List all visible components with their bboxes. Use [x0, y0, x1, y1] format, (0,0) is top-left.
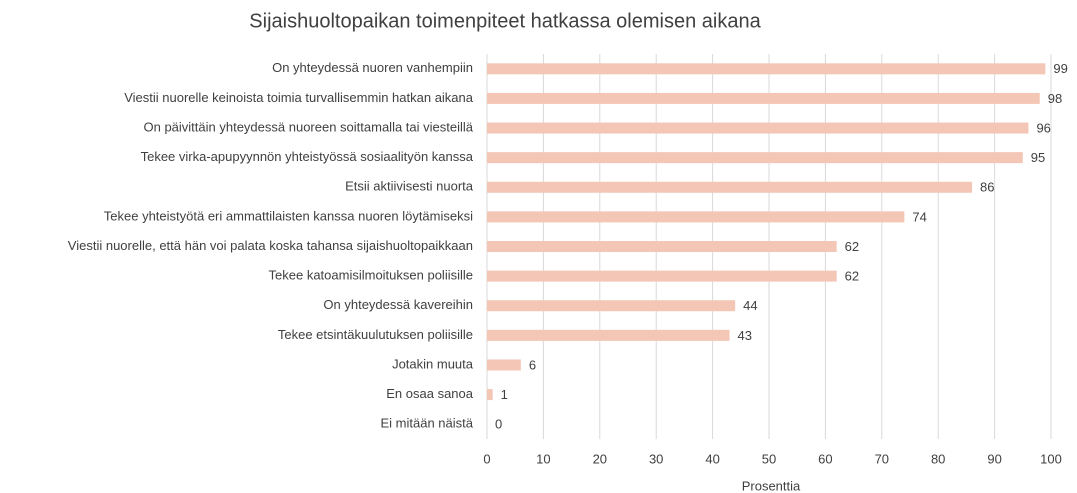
x-tick-label: 70	[875, 451, 889, 466]
data-label: 43	[738, 328, 752, 343]
x-axis-title: Prosenttia	[742, 478, 801, 493]
data-label: 0	[495, 417, 502, 432]
bar	[487, 241, 837, 252]
y-tick-label: Etsii aktiivisesti nuorta	[345, 179, 474, 194]
bar	[487, 329, 730, 341]
bar	[487, 389, 493, 401]
bar	[487, 152, 1023, 164]
x-tick-label: 20	[593, 451, 607, 466]
x-tick-label: 80	[931, 451, 945, 466]
y-tick-label: Tekee yhteistyötä eri ammattilaisten kan…	[104, 208, 473, 223]
bar	[487, 300, 736, 312]
y-tick-label: On yhteydessä nuoren vanhempiin	[272, 60, 473, 75]
x-tick-label: 10	[536, 451, 550, 466]
bar	[487, 270, 837, 282]
data-label: 6	[529, 357, 536, 372]
bar	[487, 92, 1040, 104]
y-tick-label: On yhteydessä kavereihin	[323, 297, 473, 312]
bar	[487, 211, 905, 223]
y-tick-label: Tekee etsintäkuulutuksen poliisille	[278, 327, 473, 342]
y-tick-label: Viestii nuorelle keinoista toimia turval…	[124, 90, 474, 105]
data-label: 98	[1048, 91, 1062, 106]
data-label: 99	[1053, 61, 1067, 76]
data-label: 74	[912, 209, 926, 224]
data-label: 62	[845, 239, 859, 254]
bar	[487, 63, 1046, 75]
x-tick-label: 50	[762, 451, 776, 466]
data-label: 62	[845, 269, 859, 284]
y-tick-label: Tekee katoamisilmoituksen poliisille	[269, 268, 473, 283]
data-label: 95	[1031, 150, 1045, 165]
y-tick-label: On päivittäin yhteydessä nuoreen soittam…	[143, 119, 473, 134]
x-tick-label: 30	[649, 451, 663, 466]
bar	[487, 359, 521, 371]
data-label: 1	[501, 387, 508, 402]
x-tick-label: 40	[705, 451, 719, 466]
x-tick-label: 0	[483, 451, 490, 466]
x-tick-label: 90	[987, 451, 1001, 466]
y-tick-label: Viestii nuorelle, että hän voi palata ko…	[68, 238, 473, 253]
bar	[487, 122, 1029, 134]
data-label: 86	[980, 180, 994, 195]
y-tick-label: Jotakin muuta	[392, 356, 474, 371]
y-tick-label: En osaa sanoa	[386, 386, 474, 401]
x-tick-label: 60	[818, 451, 832, 466]
bar	[487, 181, 973, 193]
x-tick-label: 100	[1040, 451, 1062, 466]
y-tick-label: Ei mitään näistä	[381, 416, 474, 431]
chart-title: Sijaishuoltopaikan toimenpiteet hatkassa…	[249, 10, 761, 32]
data-label: 96	[1036, 120, 1050, 135]
y-tick-label: Tekee virka-apupyynnön yhteistyössä sosi…	[141, 149, 474, 164]
data-label: 44	[743, 298, 757, 313]
